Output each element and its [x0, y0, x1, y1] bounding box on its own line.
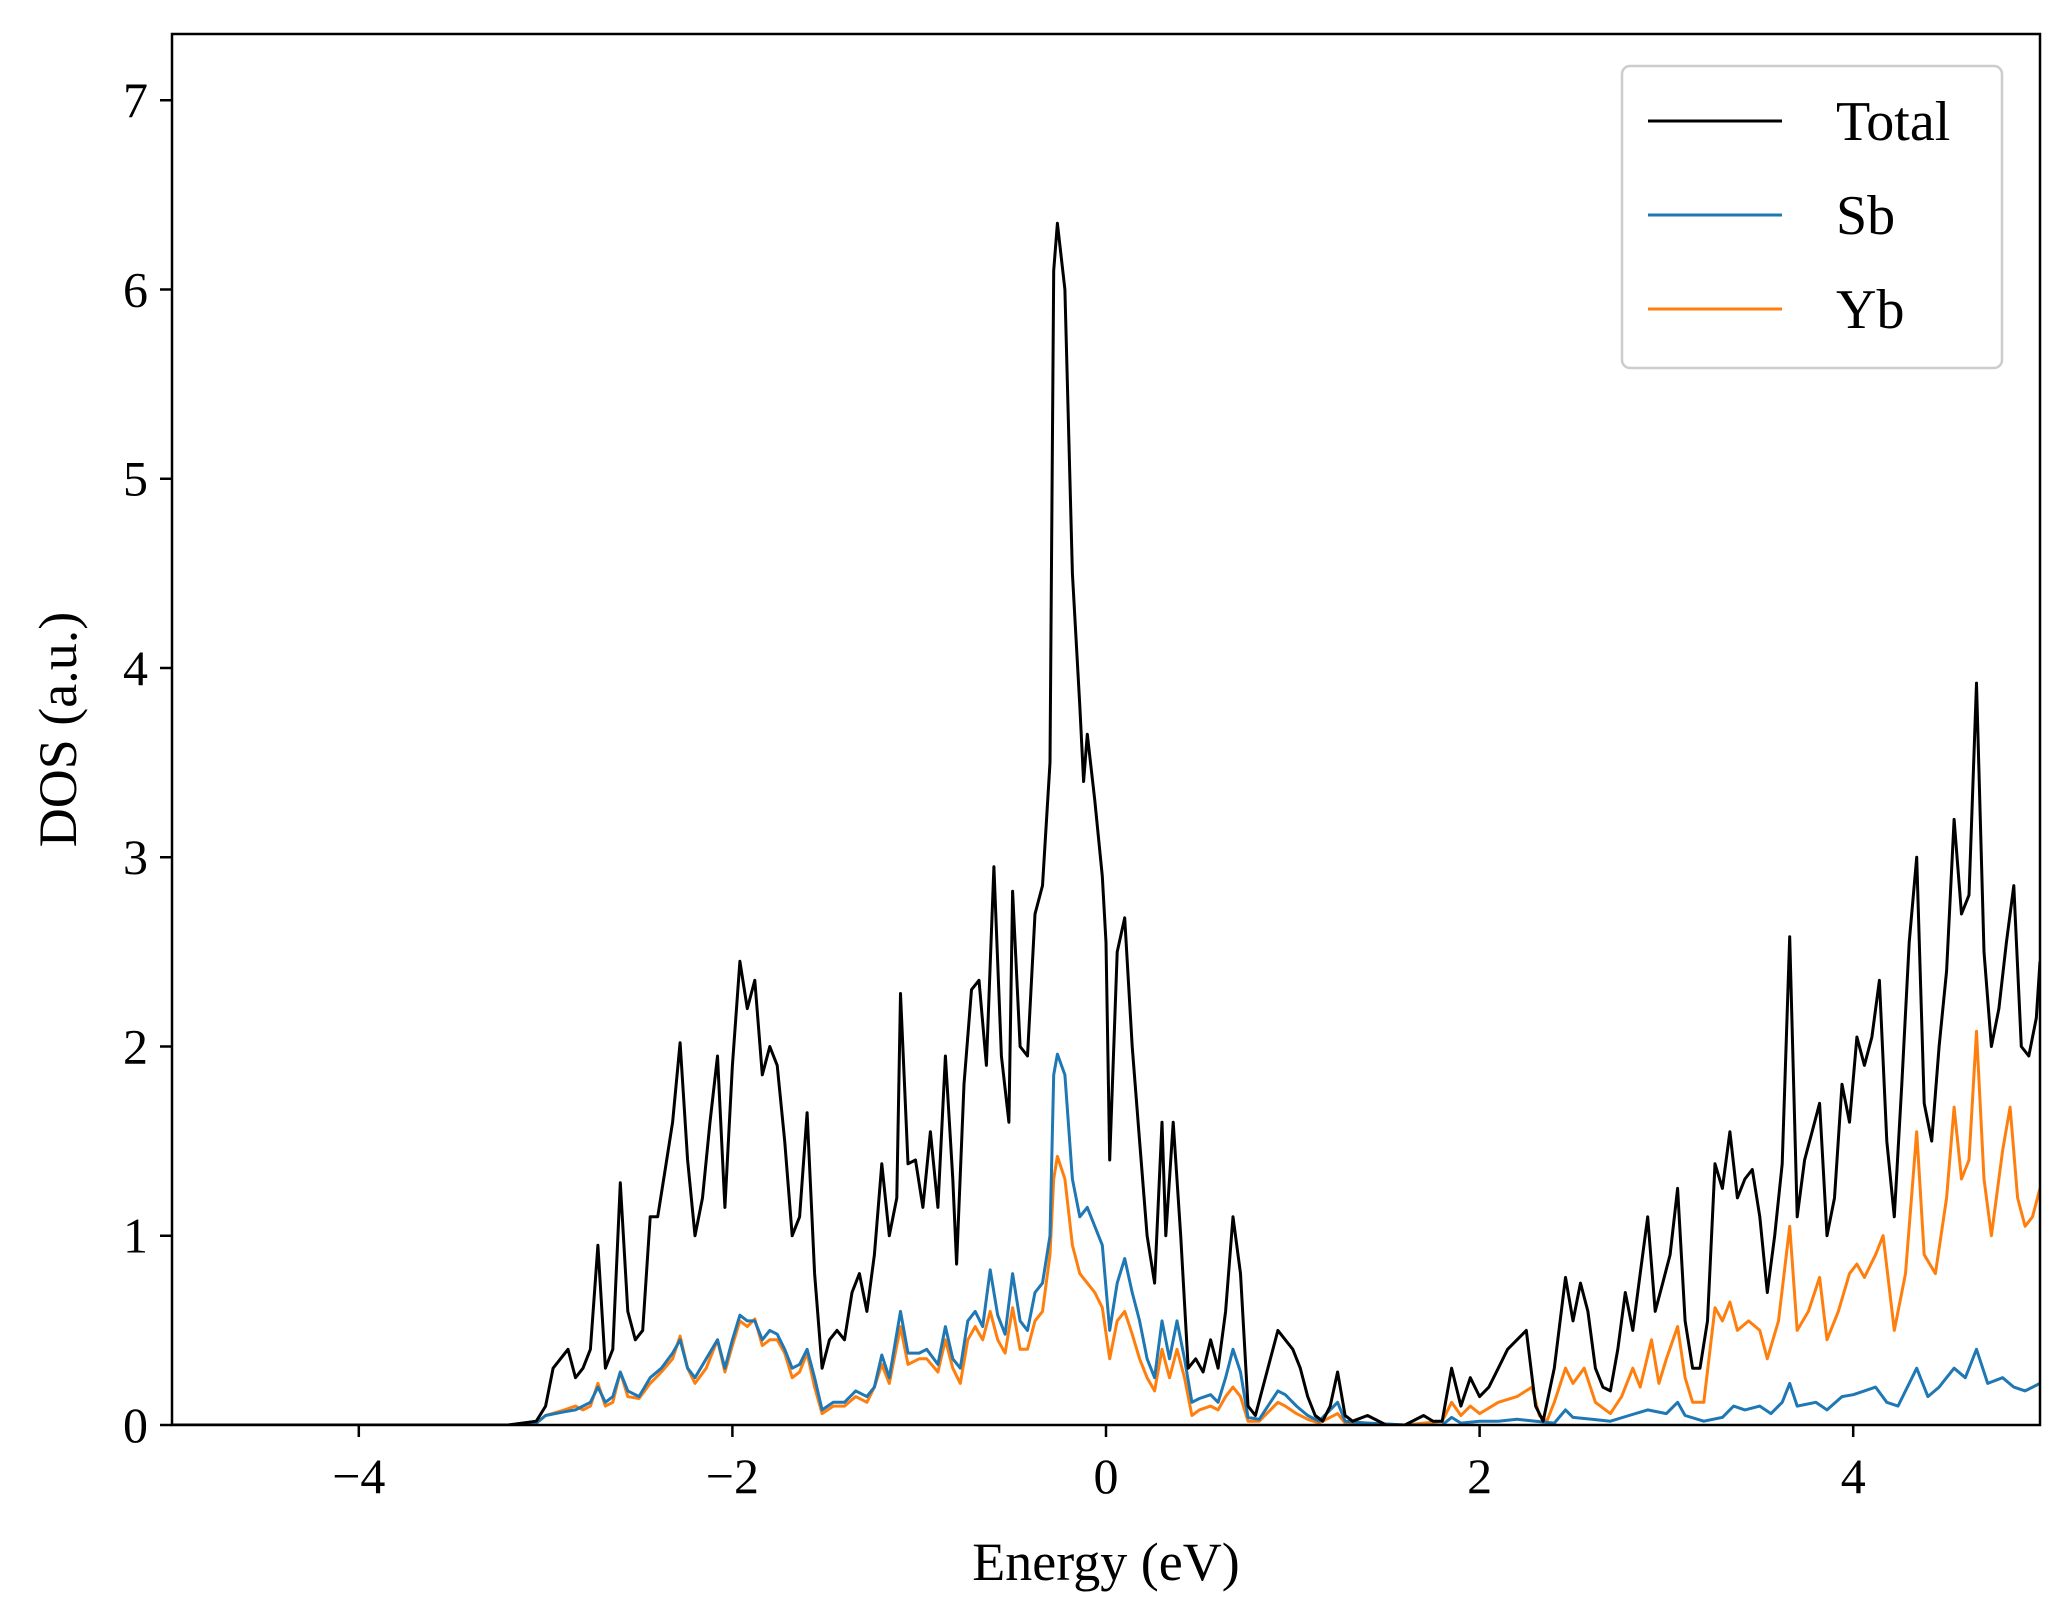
x-tick-label: 4 — [1841, 1448, 1866, 1504]
series-line-sb — [172, 1052, 2040, 1425]
y-axis-label: DOS (a.u.) — [28, 612, 88, 847]
y-tick-label: 7 — [123, 72, 148, 128]
y-axis-ticks: 0 1 2 3 4 5 6 7 — [123, 72, 172, 1453]
legend-label-total: Total — [1836, 91, 1950, 153]
series-line-yb — [172, 1029, 2040, 1425]
series-line-total — [172, 221, 2040, 1425]
y-tick-label: 5 — [123, 451, 148, 507]
x-tick-label: 0 — [1094, 1448, 1119, 1504]
x-tick-label: 2 — [1467, 1448, 1492, 1504]
y-tick-label: 0 — [123, 1397, 148, 1453]
legend-box — [1620, 64, 2004, 370]
y-tick-label: 2 — [123, 1018, 148, 1074]
x-axis-label: Energy (eV) — [972, 1532, 1239, 1592]
y-tick-label: 3 — [123, 829, 148, 885]
legend-label-sb: Sb — [1836, 185, 1895, 247]
x-tick-label: −2 — [706, 1448, 759, 1504]
y-tick-label: 6 — [123, 261, 148, 317]
legend: Total Sb Yb — [1620, 64, 2004, 370]
y-tick-label: 4 — [123, 640, 148, 696]
y-tick-label: 1 — [123, 1208, 148, 1264]
x-tick-label: −4 — [332, 1448, 385, 1504]
series-layer — [172, 221, 2040, 1425]
x-axis-ticks: −4 −2 0 2 4 — [332, 1425, 1866, 1504]
legend-label-yb: Yb — [1836, 279, 1904, 341]
